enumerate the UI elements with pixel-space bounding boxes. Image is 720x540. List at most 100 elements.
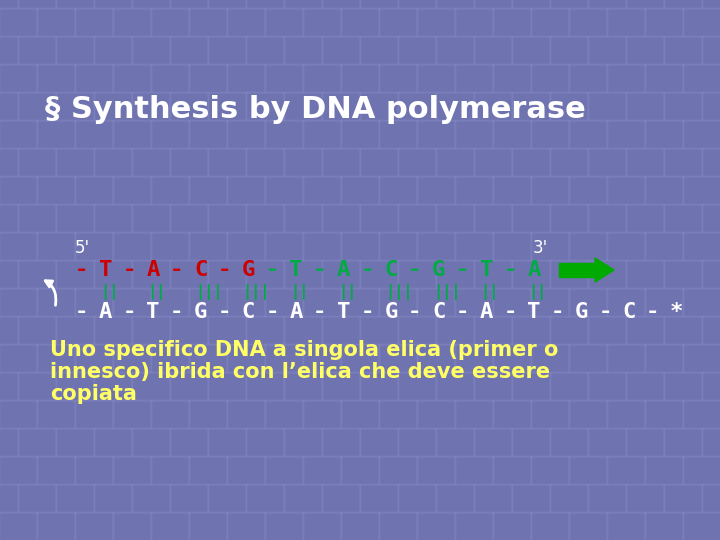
FancyBboxPatch shape bbox=[94, 316, 133, 345]
FancyBboxPatch shape bbox=[379, 232, 418, 261]
FancyBboxPatch shape bbox=[284, 316, 323, 345]
FancyBboxPatch shape bbox=[360, 36, 399, 65]
FancyBboxPatch shape bbox=[436, 204, 475, 233]
FancyBboxPatch shape bbox=[322, 36, 361, 65]
FancyBboxPatch shape bbox=[645, 344, 684, 373]
FancyBboxPatch shape bbox=[702, 316, 720, 345]
FancyBboxPatch shape bbox=[645, 288, 684, 317]
FancyBboxPatch shape bbox=[474, 260, 513, 289]
FancyBboxPatch shape bbox=[645, 120, 684, 149]
FancyBboxPatch shape bbox=[417, 400, 456, 429]
Text: A: A bbox=[527, 260, 541, 280]
FancyBboxPatch shape bbox=[436, 316, 475, 345]
FancyBboxPatch shape bbox=[379, 64, 418, 93]
FancyBboxPatch shape bbox=[645, 64, 684, 93]
FancyBboxPatch shape bbox=[303, 512, 342, 540]
FancyBboxPatch shape bbox=[189, 8, 228, 37]
FancyBboxPatch shape bbox=[683, 8, 720, 37]
FancyBboxPatch shape bbox=[702, 428, 720, 457]
FancyBboxPatch shape bbox=[398, 36, 437, 65]
FancyBboxPatch shape bbox=[37, 64, 76, 93]
FancyBboxPatch shape bbox=[94, 428, 133, 457]
FancyBboxPatch shape bbox=[246, 428, 285, 457]
FancyBboxPatch shape bbox=[664, 92, 703, 121]
Text: § Synthesis by DNA polymerase: § Synthesis by DNA polymerase bbox=[45, 96, 586, 125]
FancyBboxPatch shape bbox=[436, 0, 475, 9]
FancyBboxPatch shape bbox=[322, 428, 361, 457]
Text: -: - bbox=[266, 260, 279, 280]
FancyBboxPatch shape bbox=[37, 456, 76, 485]
FancyBboxPatch shape bbox=[455, 512, 494, 540]
Text: C: C bbox=[432, 302, 446, 322]
FancyBboxPatch shape bbox=[626, 316, 665, 345]
FancyBboxPatch shape bbox=[189, 512, 228, 540]
FancyBboxPatch shape bbox=[455, 64, 494, 93]
FancyBboxPatch shape bbox=[398, 204, 437, 233]
Text: C: C bbox=[242, 302, 255, 322]
FancyBboxPatch shape bbox=[664, 372, 703, 401]
FancyBboxPatch shape bbox=[284, 428, 323, 457]
FancyBboxPatch shape bbox=[474, 36, 513, 65]
Text: copiata: copiata bbox=[50, 384, 137, 404]
FancyBboxPatch shape bbox=[683, 400, 720, 429]
FancyBboxPatch shape bbox=[303, 456, 342, 485]
FancyBboxPatch shape bbox=[379, 344, 418, 373]
FancyBboxPatch shape bbox=[246, 36, 285, 65]
Text: T: T bbox=[337, 302, 350, 322]
FancyBboxPatch shape bbox=[284, 36, 323, 65]
FancyBboxPatch shape bbox=[626, 484, 665, 513]
FancyBboxPatch shape bbox=[512, 484, 551, 513]
FancyBboxPatch shape bbox=[379, 456, 418, 485]
Text: T: T bbox=[99, 260, 112, 280]
Text: -: - bbox=[75, 302, 89, 322]
FancyBboxPatch shape bbox=[151, 232, 190, 261]
FancyBboxPatch shape bbox=[341, 120, 380, 149]
FancyBboxPatch shape bbox=[227, 288, 266, 317]
FancyBboxPatch shape bbox=[75, 288, 114, 317]
Text: -: - bbox=[122, 302, 136, 322]
FancyBboxPatch shape bbox=[0, 428, 19, 457]
FancyBboxPatch shape bbox=[265, 288, 304, 317]
FancyBboxPatch shape bbox=[151, 8, 190, 37]
FancyBboxPatch shape bbox=[208, 0, 247, 9]
FancyBboxPatch shape bbox=[569, 456, 608, 485]
FancyBboxPatch shape bbox=[322, 204, 361, 233]
FancyBboxPatch shape bbox=[607, 400, 646, 429]
FancyBboxPatch shape bbox=[531, 120, 570, 149]
FancyBboxPatch shape bbox=[626, 92, 665, 121]
FancyBboxPatch shape bbox=[322, 92, 361, 121]
FancyBboxPatch shape bbox=[474, 204, 513, 233]
Text: -: - bbox=[456, 302, 469, 322]
FancyBboxPatch shape bbox=[284, 204, 323, 233]
FancyBboxPatch shape bbox=[493, 456, 532, 485]
FancyBboxPatch shape bbox=[0, 344, 38, 373]
Text: *: * bbox=[694, 302, 720, 322]
FancyBboxPatch shape bbox=[683, 232, 720, 261]
FancyBboxPatch shape bbox=[474, 92, 513, 121]
FancyBboxPatch shape bbox=[341, 288, 380, 317]
Text: G: G bbox=[194, 302, 207, 322]
FancyBboxPatch shape bbox=[208, 204, 247, 233]
FancyBboxPatch shape bbox=[132, 204, 171, 233]
Text: A: A bbox=[146, 260, 160, 280]
FancyBboxPatch shape bbox=[550, 260, 589, 289]
FancyBboxPatch shape bbox=[474, 428, 513, 457]
FancyBboxPatch shape bbox=[0, 8, 38, 37]
FancyBboxPatch shape bbox=[702, 148, 720, 177]
Text: innesco) ibrida con l’elica che deve essere: innesco) ibrida con l’elica che deve ess… bbox=[50, 362, 550, 382]
FancyBboxPatch shape bbox=[398, 484, 437, 513]
FancyBboxPatch shape bbox=[379, 176, 418, 205]
FancyBboxPatch shape bbox=[341, 232, 380, 261]
FancyBboxPatch shape bbox=[113, 176, 152, 205]
FancyBboxPatch shape bbox=[436, 484, 475, 513]
FancyBboxPatch shape bbox=[113, 8, 152, 37]
Text: ||: || bbox=[528, 284, 546, 300]
FancyBboxPatch shape bbox=[113, 456, 152, 485]
FancyBboxPatch shape bbox=[208, 316, 247, 345]
FancyBboxPatch shape bbox=[588, 484, 627, 513]
FancyBboxPatch shape bbox=[227, 232, 266, 261]
FancyBboxPatch shape bbox=[569, 8, 608, 37]
FancyBboxPatch shape bbox=[474, 316, 513, 345]
FancyBboxPatch shape bbox=[398, 0, 437, 9]
Text: T: T bbox=[527, 302, 541, 322]
